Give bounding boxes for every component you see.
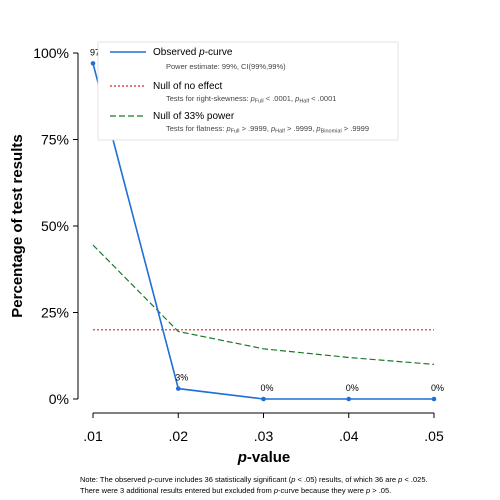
x-tick-label: .02: [169, 428, 189, 444]
y-tick-label: 25%: [41, 305, 69, 321]
data-label: 0%: [346, 383, 359, 393]
data-point: [175, 386, 181, 391]
footnote: Note: The observed p-curve includes 36 s…: [80, 474, 490, 496]
data-label: 0%: [431, 383, 444, 393]
footnote-line-1: Note: The observed p-curve includes 36 s…: [80, 475, 428, 484]
y-axis-title: Percentage of test results: [9, 134, 26, 317]
x-tick-label: .01: [83, 428, 103, 444]
series-line-2: [92, 244, 435, 365]
axes: 0% 25% 50% 75% 100% .01 .02 .03 .04 .05: [33, 45, 444, 444]
x-tick-label: .04: [339, 428, 359, 444]
data-point: [431, 396, 437, 402]
legend-detail-null-33-power: Tests for flatness: pFull > .9999, pHalf…: [166, 124, 369, 135]
footnote-line-2: There were 3 additional results entered …: [80, 486, 392, 495]
legend-label-null-33-power: Null of 33% power: [153, 111, 235, 122]
legend-box: [97, 41, 399, 141]
legend-detail-observed: Power estimate: 99%, CI(99%,99%): [166, 62, 286, 71]
y-tick-label: 0%: [49, 391, 69, 407]
y-tick-label: 50%: [41, 218, 69, 234]
data-label: 0%: [261, 383, 274, 393]
data-point: [90, 61, 96, 66]
legend: Observed p-curve Power estimate: 99%, CI…: [97, 41, 399, 141]
data-point: [346, 396, 352, 402]
x-tick-label: .03: [254, 428, 274, 444]
x-axis-title: p-value: [237, 449, 291, 466]
legend-detail-null-no-effect: Tests for right-skewness: pFull < .0001,…: [166, 94, 336, 105]
data-point: [261, 396, 266, 402]
legend-label-observed: Observed p-curve: [153, 47, 233, 58]
data-label: 3%: [175, 373, 188, 383]
legend-label-null-no-effect: Null of no effect: [153, 81, 223, 92]
y-tick-label: 75%: [41, 132, 69, 148]
y-tick-label: 100%: [33, 45, 69, 61]
x-tick-label: .05: [424, 428, 444, 444]
